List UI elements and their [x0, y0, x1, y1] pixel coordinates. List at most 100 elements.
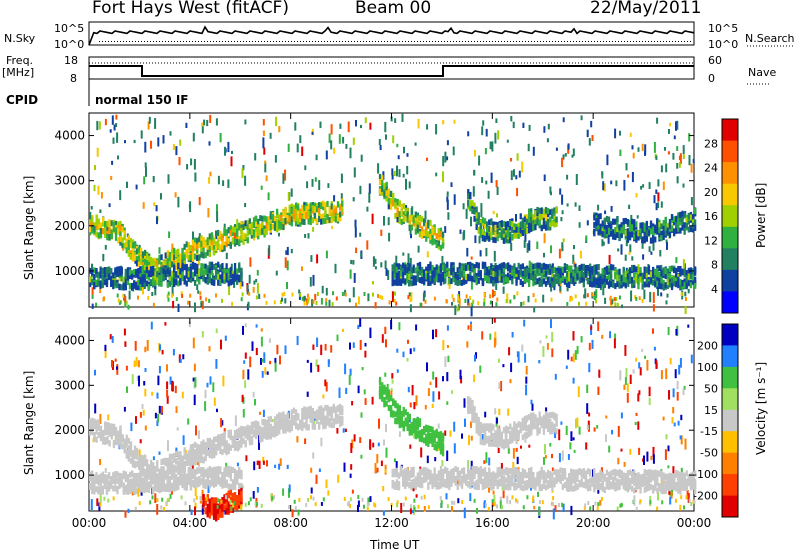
power-ground-cell [137, 295, 139, 300]
power-band-cell [129, 242, 133, 249]
power-band-cell [420, 271, 424, 278]
power-band-cell [610, 230, 613, 237]
velocity-scatter-cell [181, 391, 184, 399]
power-scatter-cell [366, 206, 369, 212]
power-band-cell [129, 253, 133, 260]
power-band-cell [126, 267, 130, 274]
velocity-scatter-cell [166, 381, 169, 390]
power-scatter-cell [319, 121, 322, 128]
velocity-scatter-cell [409, 508, 412, 515]
power-ground-cell [477, 301, 480, 306]
power-scatter-cell [462, 203, 465, 210]
velocity-band-cell [200, 441, 203, 448]
power-scatter-cell [219, 133, 222, 143]
power-band-cell [456, 267, 459, 274]
power-band-cell [677, 219, 680, 226]
velocity-band-cell [196, 453, 199, 459]
power-band-cell [276, 208, 279, 215]
power-band-cell [107, 274, 111, 281]
power-band-cell [492, 221, 495, 228]
velocity-band-cell [255, 420, 258, 427]
power-scatter-cell [562, 238, 565, 243]
power-band-cell [488, 235, 491, 242]
power-ground-cell [614, 302, 617, 307]
power-band-cell [406, 272, 409, 279]
power-band-cell [551, 267, 554, 274]
velocity-scatter-cell [638, 447, 641, 455]
power-band-cell [483, 261, 487, 268]
power-band-cell [677, 212, 680, 219]
power-band-cell [578, 265, 581, 271]
power-band-cell [471, 208, 474, 214]
velocity-scatter-cell [318, 468, 321, 472]
power-band-cell [393, 262, 396, 269]
velocity-scatter-cell [194, 487, 197, 497]
power-band-cell [490, 219, 493, 226]
power-scatter-cell [441, 255, 444, 267]
power-band-cell [631, 227, 634, 234]
velocity-scatter-cell [652, 446, 655, 457]
velocity-scatter-cell [544, 455, 547, 459]
power-band-cell [91, 227, 94, 234]
velocity-band-cell [219, 438, 222, 445]
power-band-cell [404, 208, 407, 215]
power-band-cell [469, 261, 472, 268]
power-band-cell [460, 270, 464, 277]
power-band-cell [492, 270, 495, 277]
power-band-cell [486, 275, 489, 282]
velocity-band-cell [221, 437, 224, 444]
power-scatter-cell [242, 165, 245, 171]
power-band-cell [626, 279, 630, 286]
velocity-band-cell [200, 445, 203, 452]
power-scatter-cell [162, 135, 165, 144]
power-ground-cell [489, 300, 492, 305]
power-scatter-cell [354, 219, 357, 228]
power-band-cell [637, 234, 640, 241]
power-band-cell [614, 283, 617, 290]
power-band-cell [599, 275, 602, 282]
power-band-cell [217, 242, 220, 249]
power-scatter-cell [657, 288, 659, 296]
power-band-cell [198, 254, 201, 261]
power-band-cell [162, 275, 165, 282]
velocity-scatter-cell [562, 503, 565, 512]
velocity-band-cell [108, 423, 111, 430]
velocity-scatter-cell [572, 331, 575, 341]
power-band-cell [294, 202, 298, 209]
power-band-cell [635, 231, 638, 238]
velocity-band-cell [175, 450, 178, 457]
power-band-cell [610, 281, 613, 288]
velocity-scatter-cell [558, 453, 561, 463]
velocity-band-cell [196, 447, 199, 454]
power-band-cell [240, 234, 243, 241]
power-scatter-cell [212, 235, 215, 239]
velocity-band-cell [303, 406, 306, 413]
power-band-cell [528, 208, 531, 215]
velocity-scatter-cell [407, 386, 410, 393]
power-band-cell [164, 252, 167, 259]
velocity-scatter-cell [597, 488, 600, 494]
velocity-scatter-cell [249, 356, 252, 368]
power-band-cell [194, 263, 197, 270]
power-band-cell [242, 232, 245, 239]
velocity-scatter-cell [111, 360, 113, 368]
power-band-cell [532, 219, 535, 226]
power-band-cell [538, 281, 541, 287]
power-band-cell [511, 278, 514, 285]
power-band-cell [108, 234, 111, 240]
velocity-scatter-cell [447, 355, 450, 363]
power-band-cell [601, 220, 604, 227]
power-band-cell [681, 210, 684, 217]
power-scatter-cell [594, 291, 596, 296]
power-band-cell [204, 241, 207, 248]
power-band-cell [431, 277, 434, 284]
power-band-cell [614, 234, 617, 240]
power-band-cell [504, 236, 508, 243]
velocity-scatter-cell [190, 509, 193, 515]
velocity-scatter-cell [432, 329, 434, 340]
power-ground-cell [312, 299, 315, 304]
power-band-cell [502, 228, 506, 235]
power-band-cell [656, 280, 659, 287]
power-ground-cell [495, 302, 498, 307]
power-ground-cell [335, 296, 338, 301]
